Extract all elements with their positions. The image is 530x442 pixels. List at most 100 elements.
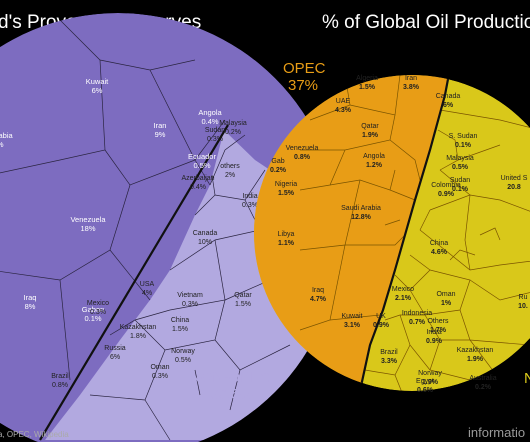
cell-reserves-udi-arabia: udi Arabia17% [0, 131, 14, 149]
cell-value: 4.7% [310, 296, 327, 303]
reserves-nonopec-label: NON-OPEC [190, 369, 271, 386]
cell-name: Iran [154, 121, 167, 130]
cell-name: Colombia [431, 182, 461, 189]
cell-name: Vietnam [177, 292, 203, 299]
cell-name: udi Arabia [0, 131, 14, 140]
cell-production-s-sudan: S. Sudan 0.1% [449, 133, 478, 149]
production-labels: Algeria 1.5% Iran 3.8% UAE 4.3% Qatar 1.9% Venez… [270, 75, 528, 394]
cell-name: China [430, 240, 448, 247]
cell-name: Brazil [380, 349, 398, 356]
cell-value: 0.2% [270, 167, 287, 174]
cell-production-uk: UK 0.9% [373, 313, 390, 329]
cell-name: Mexico [392, 286, 414, 293]
cell-reserves-azerbaijan: Azerbaijan 0.4% [181, 175, 214, 191]
cell-value: 1.5% [172, 326, 188, 333]
cell-value: 1.1% [278, 240, 295, 247]
cell-value: 0.5% [193, 161, 210, 170]
cell-name: Angola [363, 153, 385, 160]
cell-reserves-malaysia: Malaysia 0.2% [219, 120, 247, 136]
cell-value: 0.4% [201, 117, 218, 126]
cell-production-kazakhstan: Kazakhstan 1.9% [457, 347, 494, 363]
production-title: % of Global Oil Productio [322, 12, 530, 33]
cell-value: 1.2% [366, 162, 383, 169]
cell-name: Russia [104, 345, 126, 352]
cell-value: 10. [518, 303, 528, 310]
cell-production-norway: Norway 1.9% [418, 370, 442, 386]
cell-name: Mexico [87, 300, 109, 307]
cell-value: 0.9% [373, 322, 390, 329]
cell-name: Kazakhstan [120, 324, 157, 331]
cell-reserves-canada: Canada 10% [193, 230, 218, 246]
reserves-cell-borders [0, 19, 301, 441]
cell-value: 0.1% [452, 186, 469, 193]
cell-name: Others [427, 318, 449, 325]
cell-name: Gab [271, 158, 284, 165]
production-opec-region [254, 75, 452, 391]
cell-name: Iraq [24, 293, 37, 302]
cell-production-venezuela: Venezuela 0.8% [286, 145, 319, 161]
cell-production-china: China 4.6% [430, 240, 448, 256]
cell-production-qatar: Qatar 1.9% [361, 123, 379, 139]
cell-value: 10% [198, 239, 212, 246]
cell-production-indonesia: Indonesia 0.7% [402, 310, 432, 326]
cell-production-iran: Iran 3.8% [403, 75, 420, 91]
cell-reserves-norway: Norway 0.5% [171, 348, 195, 364]
cell-value: 0.5% [175, 357, 191, 364]
cell-name: Qatar [361, 123, 379, 130]
cell-name: USA [140, 281, 155, 288]
cell-name: Libya [278, 231, 295, 238]
cell-value: 0.3% [207, 136, 223, 143]
cell-production-malaysia: Malaysia 0.5% [446, 155, 474, 171]
cell-production-colombia: Colombia 0.9% [431, 182, 461, 198]
cell-production-mexico: Mexico 2.1% [392, 286, 414, 302]
cell-value: 2.1% [395, 295, 412, 302]
cell-value: 4.3% [335, 107, 352, 114]
cell-name: Qatar [234, 292, 252, 299]
reserves-group-divider [39, 124, 229, 441]
cell-reserves-oman: Oman 0.3% [150, 364, 169, 380]
production-opec-label: OPEC [283, 60, 326, 77]
cell-reserves-vietnam: Vietnam 0.3% [177, 292, 203, 308]
cell-value: 1.5% [359, 84, 376, 91]
brand-wordmark: informatio [468, 425, 525, 440]
cell-value: 0.7% [409, 319, 426, 326]
cell-production-india: India 0.9% [426, 329, 443, 345]
cell-production-saudi-arabia: Saudi Arabia 12.8% [341, 205, 381, 221]
cell-name: others [220, 163, 240, 170]
cell-production-kuwait: Kuwait 3.1% [341, 313, 362, 329]
cell-production-united-s: United S 20.8 [501, 175, 528, 191]
cell-production-brazil: Brazil 3.3% [380, 349, 398, 365]
cell-name: Iraq [312, 287, 324, 294]
cell-name: Norway [171, 348, 195, 355]
cell-name: UK [376, 313, 386, 320]
cell-name: United S [501, 175, 528, 182]
cell-value: 17% [0, 140, 4, 149]
cell-value: 20.8 [507, 184, 521, 191]
cell-reserves-sudan: Sudan 0.3% [205, 127, 225, 143]
cell-production-oman: Oman 1% [436, 291, 455, 307]
production-circle [254, 75, 530, 391]
cell-name: Brazil [51, 373, 69, 380]
cell-value: 2% [225, 172, 235, 179]
cell-production-canada: Canada 6% [436, 93, 461, 109]
cell-value: 0.6% [417, 387, 434, 394]
cell-production-sudan: Sudan 0.1% [450, 177, 470, 193]
cell-value: 3.3% [381, 358, 398, 365]
cell-value: 0.9% [438, 191, 455, 198]
cell-value: 4% [142, 290, 152, 297]
cell-name: Venezuela [70, 215, 106, 224]
cell-value: 1% [441, 300, 452, 307]
cell-value: 0.3% [152, 373, 168, 380]
cell-name: S. Sudan [449, 133, 478, 140]
cell-value: 0.3% [242, 202, 258, 209]
cell-name: Egypt [416, 378, 434, 385]
cell-name: China [171, 317, 189, 324]
cell-value: 6% [92, 86, 103, 95]
cell-name: Canada [193, 230, 218, 237]
cell-name: Nigeria [275, 181, 297, 188]
cell-reserves-kazakhstan: Kazakhstan 1.8% [120, 324, 157, 340]
